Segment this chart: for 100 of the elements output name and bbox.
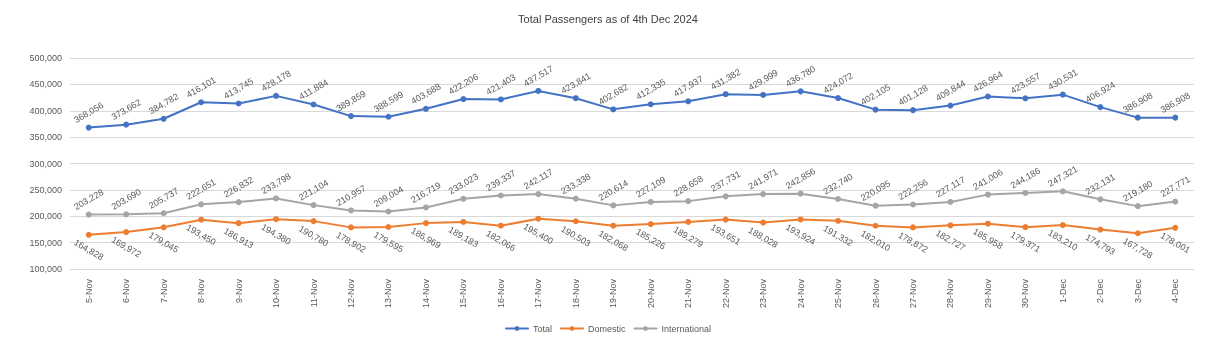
point xyxy=(647,101,654,108)
x-tick-label: 9-Nov xyxy=(233,278,244,304)
point xyxy=(160,224,167,231)
point xyxy=(835,95,842,102)
y-tick-label: 200,000 xyxy=(29,211,62,222)
x-tick-label: 11-Nov xyxy=(308,278,319,308)
y-tick-label: 350,000 xyxy=(29,132,62,143)
point xyxy=(685,98,692,105)
y-tick-label: 500,000 xyxy=(29,53,62,63)
point xyxy=(984,93,991,100)
point xyxy=(797,88,804,95)
point xyxy=(198,99,205,106)
point xyxy=(610,106,617,113)
point xyxy=(835,217,842,224)
x-tick-label: 3-Dec xyxy=(1132,278,1143,304)
point xyxy=(647,198,654,205)
point xyxy=(1097,196,1104,203)
x-tick-label: 18-Nov xyxy=(570,278,581,309)
point xyxy=(910,107,916,114)
x-tick-label: 2-Dec xyxy=(1095,278,1106,304)
y-tick-label: 150,000 xyxy=(29,237,62,248)
point xyxy=(947,198,954,205)
point xyxy=(535,215,542,222)
x-tick-label: 29-Nov xyxy=(982,278,993,309)
point xyxy=(947,102,954,109)
x-tick-label: 21-Nov xyxy=(683,278,694,309)
point xyxy=(1134,114,1141,121)
x-tick-label: 14-Nov xyxy=(420,278,431,309)
point xyxy=(348,207,354,214)
point xyxy=(235,199,242,206)
y-tick-label: 400,000 xyxy=(29,105,62,116)
y-tick-label: 250,000 xyxy=(29,184,62,195)
x-tick-label: 12-Nov xyxy=(346,278,356,309)
point xyxy=(460,218,467,225)
point xyxy=(310,101,317,108)
x-tick-label: 7-Nov xyxy=(158,278,169,304)
x-tick-label: 10-Nov xyxy=(271,278,282,309)
x-tick-label: 4-Dec xyxy=(1170,278,1181,304)
legend-label: Total xyxy=(532,323,552,334)
x-tick-label: 26-Nov xyxy=(870,278,881,309)
point xyxy=(1097,104,1104,111)
point xyxy=(497,222,504,229)
point xyxy=(722,193,729,200)
point xyxy=(273,216,280,223)
x-tick-label: 28-Nov xyxy=(945,278,956,309)
point xyxy=(85,124,92,131)
x-tick-label: 22-Nov xyxy=(720,278,731,309)
y-tick-label: 450,000 xyxy=(29,79,62,90)
x-tick-label: 30-Nov xyxy=(1020,278,1031,309)
point xyxy=(1022,224,1029,231)
point xyxy=(385,224,392,231)
point xyxy=(198,201,205,208)
x-tick-label: 16-Nov xyxy=(495,278,506,309)
point xyxy=(984,220,991,227)
point xyxy=(1059,222,1066,229)
point xyxy=(497,192,504,199)
point xyxy=(947,222,954,229)
x-tick-label: 23-Nov xyxy=(758,278,769,309)
point xyxy=(610,222,617,229)
point xyxy=(348,224,354,231)
point xyxy=(273,195,280,202)
legend-label: International xyxy=(661,323,712,334)
point xyxy=(310,218,317,225)
y-tick-label: 300,000 xyxy=(29,158,62,169)
x-tick-label: 1-Dec xyxy=(1057,278,1068,304)
point xyxy=(1059,91,1066,98)
point xyxy=(123,229,130,236)
point xyxy=(1022,189,1029,196)
point xyxy=(797,216,804,223)
point xyxy=(160,210,167,217)
chart-title: Total Passengers as of 4th Dec 2024 xyxy=(518,12,698,25)
point xyxy=(535,191,542,198)
point xyxy=(572,95,579,102)
point xyxy=(685,218,692,225)
point xyxy=(385,208,392,215)
point xyxy=(1172,114,1179,121)
x-tick-label: 19-Nov xyxy=(608,278,619,309)
point xyxy=(610,202,617,209)
point xyxy=(160,115,167,122)
point xyxy=(984,191,991,198)
point xyxy=(235,100,242,107)
x-tick-label: 5-Nov xyxy=(83,278,94,304)
point xyxy=(535,87,542,94)
point xyxy=(1172,198,1179,205)
x-tick-label: 6-Nov xyxy=(121,278,132,304)
point xyxy=(910,224,916,231)
point xyxy=(647,221,654,228)
point xyxy=(85,231,92,238)
point xyxy=(1022,95,1029,102)
point xyxy=(1134,203,1141,210)
point xyxy=(422,220,429,227)
point xyxy=(310,202,317,209)
point xyxy=(1059,188,1066,195)
x-tick-label: 27-Nov xyxy=(908,278,918,309)
point xyxy=(460,195,467,202)
point xyxy=(910,201,916,208)
point xyxy=(685,198,692,205)
point xyxy=(760,91,767,98)
point xyxy=(872,222,879,229)
point xyxy=(835,195,842,202)
